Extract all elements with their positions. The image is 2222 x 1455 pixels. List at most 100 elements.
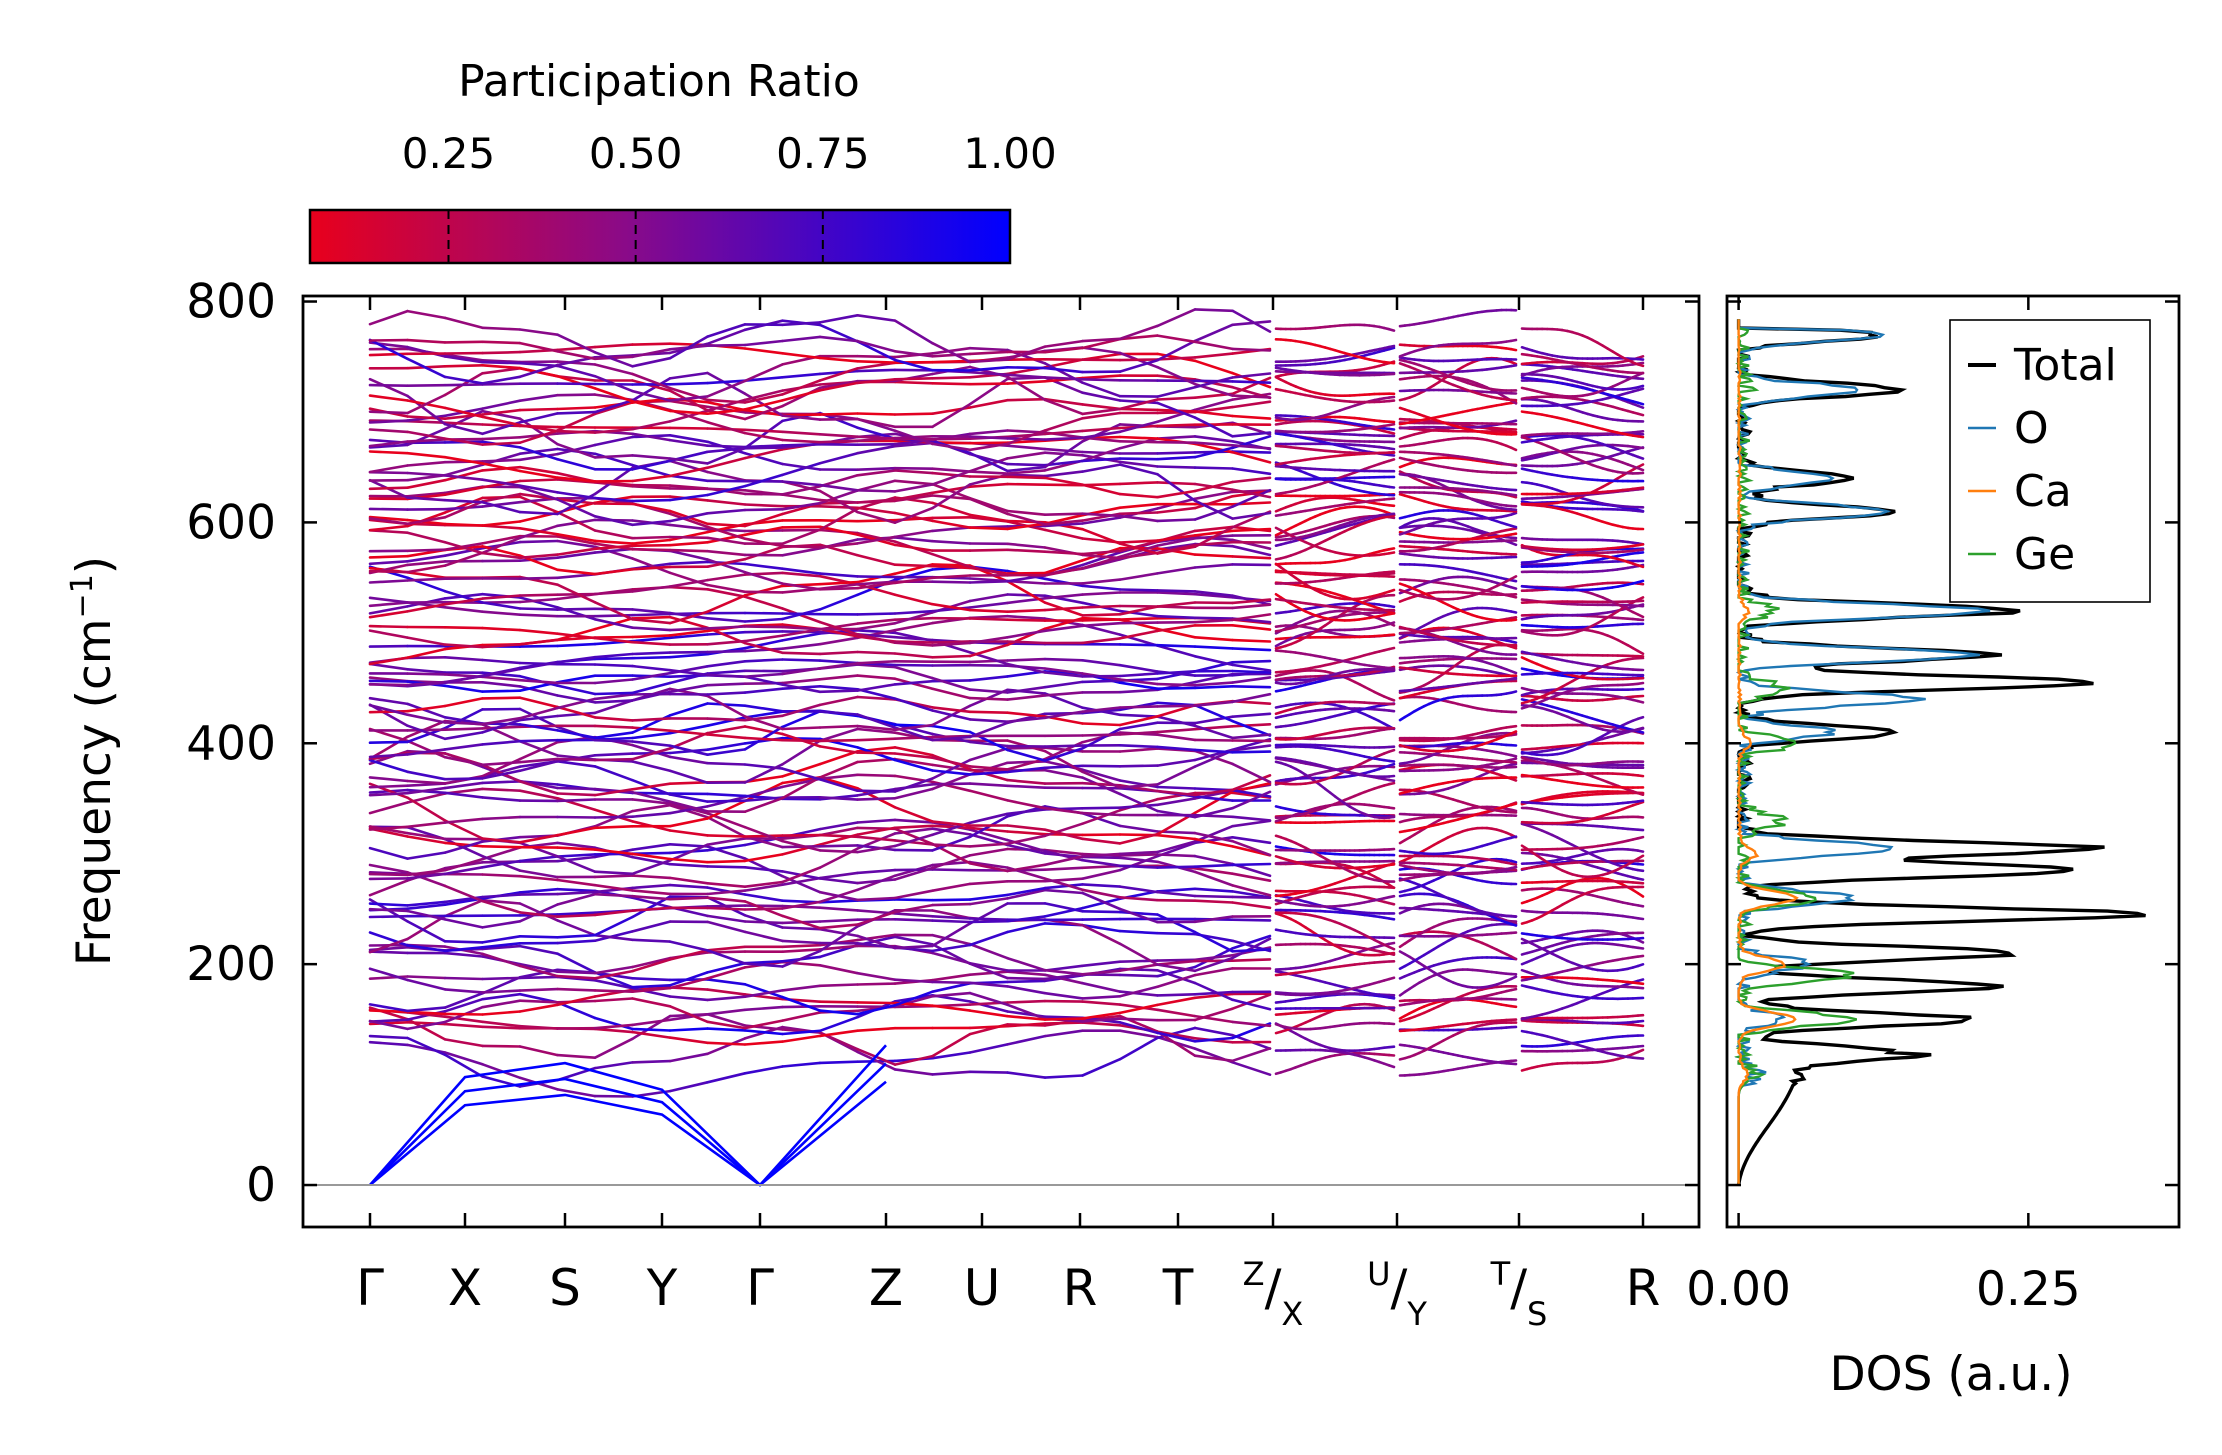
phonon-band-segment <box>706 906 747 911</box>
phonon-band-segment <box>368 516 409 526</box>
phonon-band-segment <box>1231 993 1272 1011</box>
phonon-band-segment <box>1006 915 1047 923</box>
phonon-band-segment <box>706 966 747 980</box>
phonon-band-segment <box>631 894 672 901</box>
phonon-band-segment <box>706 961 747 974</box>
phonon-band-segment <box>1006 571 1047 575</box>
phonon-band-segment <box>1156 518 1197 523</box>
phonon-band-segment <box>743 419 784 450</box>
phonon-band-segment <box>631 651 672 656</box>
phonon-band-segment <box>968 688 1009 694</box>
phonon-band-segment <box>593 387 634 403</box>
phonon-band-segment <box>781 582 822 591</box>
phonon-band-segment <box>968 435 1009 440</box>
phonon-band-segment <box>631 760 672 773</box>
phonon-band-segment <box>443 455 484 465</box>
phonon-band-segment <box>593 607 634 611</box>
phonon-band-segment <box>631 538 672 545</box>
phonon-band-segment <box>1118 437 1159 450</box>
phonon-band-segment <box>781 1029 822 1036</box>
phonon-band-segment <box>743 1005 784 1012</box>
phonon-band-segment <box>668 652 709 659</box>
phonon-band-segment <box>631 986 672 994</box>
phonon-band-segment <box>818 724 859 729</box>
phonon-band-segment <box>1387 621 1396 626</box>
phonon-band-segment <box>781 866 822 884</box>
phonon-band-segment <box>706 761 747 766</box>
phonon-band-segment <box>893 903 934 914</box>
phonon-band-segment <box>1193 837 1234 848</box>
phonon-band-segment <box>818 844 859 848</box>
phonon-band-segment <box>443 421 484 426</box>
phonon-band-segment <box>368 624 409 629</box>
phonon-band-segment <box>1081 551 1122 567</box>
phonon-band-segment <box>443 383 484 387</box>
phonon-band-segment <box>406 821 447 829</box>
phonon-band-segment <box>443 840 484 854</box>
phonon-band-segment <box>931 827 972 836</box>
phonon-band-segment <box>481 409 522 421</box>
phonon-band-segment <box>631 459 672 471</box>
phonon-band-segment <box>481 551 522 560</box>
phonon-band-segment <box>1006 748 1047 762</box>
phonon-band-segment <box>1156 973 1197 989</box>
phonon-band-segment <box>781 658 822 662</box>
phonon-band-segment <box>818 826 859 837</box>
phonon-band-segment <box>1006 437 1047 441</box>
phonon-band-segment <box>968 346 1009 352</box>
phonon-band-segment <box>1231 862 1272 867</box>
phonon-band-segment <box>668 535 709 540</box>
phonon-band-segment <box>668 1036 709 1045</box>
phonon-band-segment <box>818 661 859 670</box>
phonon-band-segment <box>1387 995 1396 1000</box>
phonon-band-segment <box>931 709 972 721</box>
phonon-band-segment <box>893 848 934 852</box>
phonon-band-segment <box>593 731 634 740</box>
phonon-band-segment <box>706 889 747 896</box>
phonon-band-segment <box>481 898 522 905</box>
phonon-band-segment <box>368 703 409 728</box>
phonon-band-segment <box>1387 917 1396 921</box>
phonon-band-segment <box>556 1001 597 1020</box>
phonon-band-segment <box>1043 339 1084 348</box>
phonon-band-segment <box>818 963 859 975</box>
phonon-band-segment <box>481 716 522 726</box>
phonon-band-segment <box>593 514 634 527</box>
phonon-band-segment <box>743 526 784 537</box>
phonon-band-segment <box>1193 990 1234 996</box>
phonon-band-segment <box>1193 894 1234 899</box>
phonon-band-segment <box>781 389 822 402</box>
phonon-band-segment <box>781 677 822 685</box>
phonon-band-segment <box>1043 447 1084 454</box>
phonon-band-segment <box>481 859 522 869</box>
phonon-band-segment <box>556 913 597 919</box>
phonon-band-segment <box>1387 547 1396 551</box>
phonon-band-segment <box>1118 629 1159 640</box>
phonon-band-segment <box>1193 494 1234 510</box>
phonon-band-segment <box>781 528 822 546</box>
phonon-band-segment <box>968 710 1009 715</box>
phonon-band-segment <box>781 995 822 1012</box>
phonon-band-segment <box>856 835 897 842</box>
phonon-band-segment <box>893 376 934 381</box>
phonon-band-segment <box>781 525 822 529</box>
phonon-band-segment <box>1231 394 1272 399</box>
phonon-band-segment <box>481 458 522 463</box>
phonon-band-segment <box>668 817 709 828</box>
phonon-band-segment <box>1006 548 1047 554</box>
phonon-band-segment <box>668 548 709 553</box>
phonon-band-segment <box>443 498 484 504</box>
phonon-band-segment <box>1156 472 1197 503</box>
phonon-band-segment <box>706 522 747 528</box>
phonon-band-segment <box>443 976 484 981</box>
phonon-band-segment <box>631 547 672 552</box>
phonon-band-segment <box>1043 764 1084 770</box>
phonon-band-segment <box>631 377 672 402</box>
phonon-band-segment <box>856 359 897 364</box>
phonon-band-segment <box>968 812 1009 825</box>
phonon-band-segment <box>931 835 972 852</box>
phonon-band-segment <box>931 1032 972 1058</box>
phonon-band-segment <box>1043 848 1084 856</box>
phonon-band-segment <box>893 621 934 632</box>
